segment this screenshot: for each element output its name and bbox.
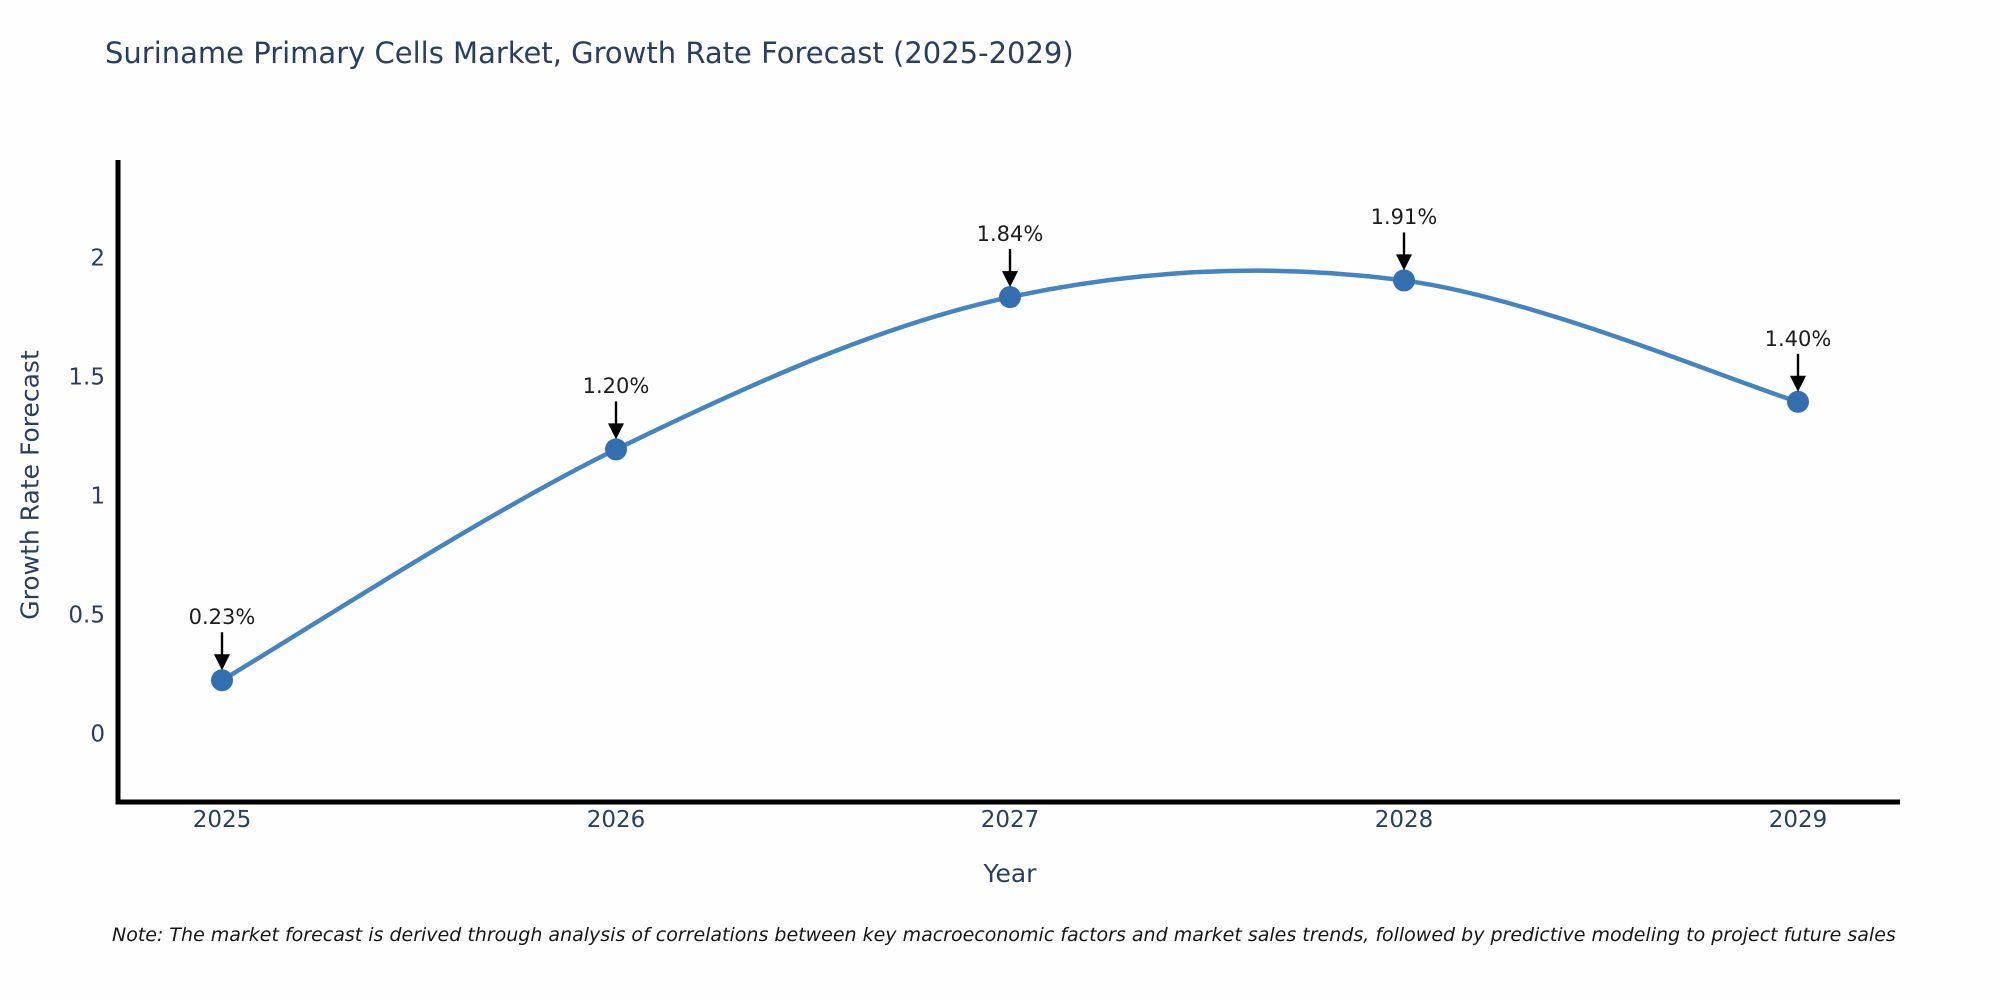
chart-footnote: Note: The market forecast is derived thr…: [112, 924, 1896, 946]
point-annotation-label: 1.40%: [1764, 326, 1832, 351]
x-tick-label: 2027: [980, 807, 1040, 833]
annotation-arrowhead: [1002, 271, 1018, 288]
chart-title: Suriname Primary Cells Market, Growth Ra…: [105, 36, 1074, 70]
annotation-arrowhead: [214, 654, 230, 671]
data-point-marker: [211, 669, 233, 692]
x-tick-label: 2025: [192, 807, 252, 833]
point-annotation-label: 0.23%: [188, 605, 256, 630]
y-tick-label: 2: [90, 245, 105, 272]
point-annotation-label: 1.84%: [976, 222, 1044, 247]
annotation-arrowhead: [608, 423, 624, 440]
x-tick-label: 2026: [586, 807, 646, 833]
x-tick-label: 2029: [1768, 807, 1828, 833]
y-tick-label: 0.5: [68, 602, 105, 629]
y-tick-label: 1: [90, 483, 105, 510]
x-axis-title: Year: [983, 859, 1037, 888]
x-tick-label: 2028: [1374, 807, 1434, 833]
point-annotation-label: 1.20%: [582, 374, 650, 399]
annotation-arrowhead: [1790, 375, 1806, 392]
y-tick-label: 0: [90, 721, 105, 748]
data-point-marker: [1787, 390, 1809, 413]
y-tick-label: 1.5: [68, 364, 105, 391]
data-point-marker: [605, 438, 627, 461]
data-point-marker: [999, 286, 1021, 309]
data-point-marker: [1393, 269, 1415, 292]
point-annotation-label: 1.91%: [1370, 205, 1438, 230]
annotation-arrowhead: [1396, 254, 1412, 271]
trend-line: [219, 268, 1801, 683]
